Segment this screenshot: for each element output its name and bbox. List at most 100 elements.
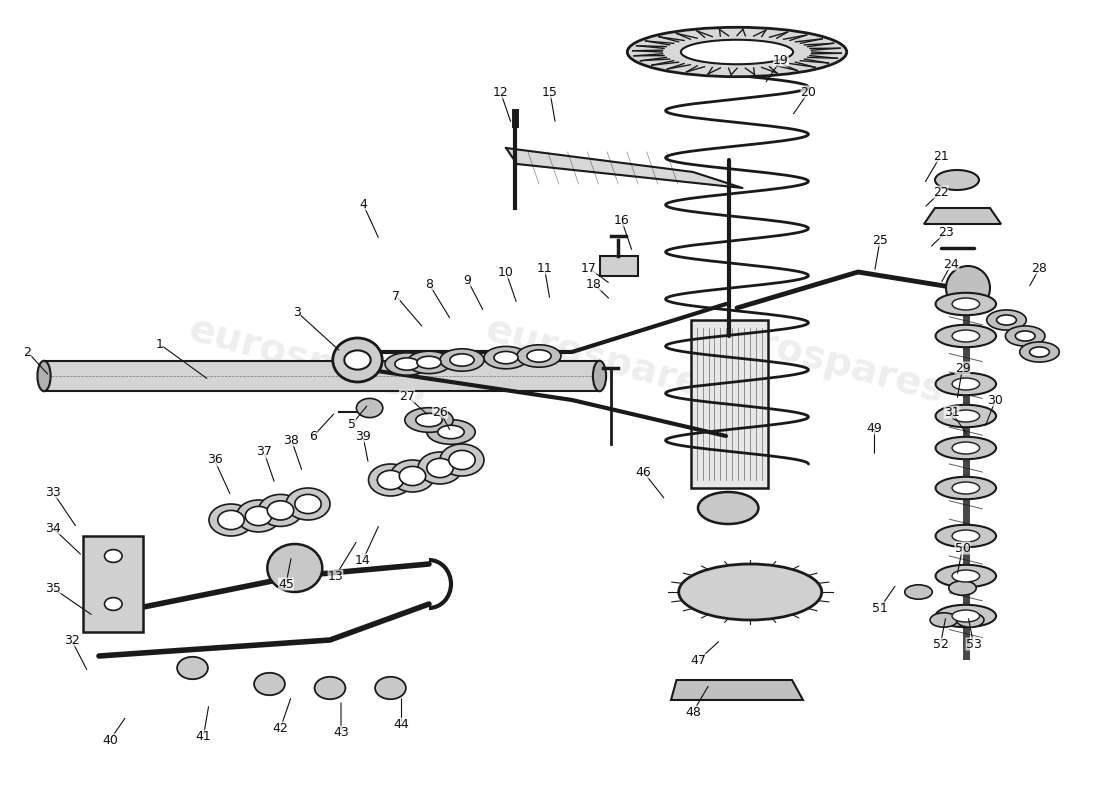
Bar	[691, 320, 768, 488]
Circle shape	[315, 677, 345, 699]
Ellipse shape	[935, 325, 997, 347]
Circle shape	[427, 458, 453, 478]
Text: 25: 25	[872, 234, 888, 246]
Circle shape	[286, 488, 330, 520]
Circle shape	[418, 452, 462, 484]
Ellipse shape	[987, 310, 1026, 330]
Bar	[600, 256, 638, 276]
Circle shape	[344, 350, 371, 370]
Circle shape	[356, 398, 383, 418]
Circle shape	[440, 444, 484, 476]
Circle shape	[245, 506, 272, 526]
Text: 24: 24	[944, 258, 959, 270]
Circle shape	[295, 494, 321, 514]
Text: 46: 46	[636, 466, 651, 478]
Ellipse shape	[1020, 342, 1059, 362]
Text: 12: 12	[493, 86, 508, 98]
Text: 27: 27	[399, 390, 415, 402]
Text: 19: 19	[773, 54, 789, 66]
Text: 45: 45	[278, 578, 294, 590]
Circle shape	[218, 510, 244, 530]
Text: 42: 42	[273, 722, 288, 734]
Text: 3: 3	[293, 306, 301, 318]
Text: 38: 38	[284, 434, 299, 446]
Circle shape	[390, 460, 435, 492]
Bar	[44, 361, 600, 391]
Ellipse shape	[698, 492, 759, 524]
Text: 15: 15	[542, 86, 558, 98]
Text: eurospares: eurospares	[185, 310, 431, 410]
Ellipse shape	[332, 338, 383, 382]
Ellipse shape	[627, 27, 847, 77]
Ellipse shape	[407, 351, 451, 374]
Circle shape	[377, 470, 404, 490]
Ellipse shape	[405, 408, 453, 432]
Bar	[82, 536, 143, 632]
Text: 23: 23	[938, 226, 954, 238]
Circle shape	[258, 494, 303, 526]
Text: 7: 7	[392, 290, 400, 302]
Circle shape	[254, 673, 285, 695]
Ellipse shape	[956, 613, 984, 627]
Text: 29: 29	[955, 362, 970, 374]
Ellipse shape	[517, 345, 561, 367]
Polygon shape	[506, 148, 742, 188]
Ellipse shape	[438, 426, 464, 438]
Ellipse shape	[952, 298, 979, 310]
Ellipse shape	[935, 170, 979, 190]
Ellipse shape	[935, 565, 997, 587]
Circle shape	[236, 500, 280, 532]
Text: 17: 17	[581, 262, 596, 274]
Circle shape	[177, 657, 208, 679]
Circle shape	[375, 677, 406, 699]
Text: eurospares: eurospares	[482, 310, 728, 410]
Ellipse shape	[935, 437, 997, 459]
Ellipse shape	[440, 349, 484, 371]
Text: 35: 35	[45, 582, 60, 594]
Text: 5: 5	[348, 418, 356, 430]
Text: 31: 31	[944, 406, 959, 418]
Text: 36: 36	[207, 454, 222, 466]
Ellipse shape	[1005, 326, 1045, 346]
Text: 26: 26	[432, 406, 448, 418]
Ellipse shape	[952, 482, 979, 494]
Ellipse shape	[935, 373, 997, 395]
Polygon shape	[924, 208, 1001, 224]
Ellipse shape	[484, 346, 528, 369]
Ellipse shape	[593, 361, 606, 391]
Text: 28: 28	[1032, 262, 1047, 274]
Text: 43: 43	[333, 726, 349, 738]
Ellipse shape	[952, 330, 979, 342]
Ellipse shape	[450, 354, 474, 366]
Ellipse shape	[952, 610, 979, 622]
Text: 8: 8	[425, 278, 433, 290]
Ellipse shape	[267, 544, 322, 592]
Ellipse shape	[385, 353, 429, 375]
Ellipse shape	[679, 564, 822, 620]
Ellipse shape	[952, 570, 979, 582]
Text: 2: 2	[23, 346, 32, 358]
Text: 4: 4	[359, 198, 367, 210]
Text: 53: 53	[966, 638, 981, 650]
Text: 9: 9	[463, 274, 472, 286]
Text: 11: 11	[537, 262, 552, 274]
Ellipse shape	[935, 405, 997, 427]
Ellipse shape	[952, 530, 979, 542]
Circle shape	[209, 504, 253, 536]
Ellipse shape	[930, 613, 957, 627]
Text: 34: 34	[45, 522, 60, 534]
Text: 48: 48	[685, 706, 701, 718]
Circle shape	[104, 550, 122, 562]
Text: 39: 39	[355, 430, 371, 442]
Circle shape	[104, 598, 122, 610]
Ellipse shape	[952, 442, 979, 454]
Ellipse shape	[997, 315, 1016, 325]
Ellipse shape	[935, 605, 997, 627]
Text: 18: 18	[586, 278, 602, 290]
Ellipse shape	[427, 420, 475, 444]
Text: 41: 41	[196, 730, 211, 742]
Text: 13: 13	[328, 570, 343, 582]
Ellipse shape	[935, 477, 997, 499]
Text: 32: 32	[64, 634, 79, 646]
Ellipse shape	[952, 410, 979, 422]
